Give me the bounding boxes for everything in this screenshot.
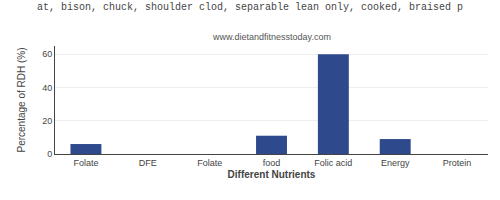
svg-text:www.dietandfitnesstoday.com: www.dietandfitnesstoday.com [212, 32, 331, 42]
svg-text:40: 40 [42, 83, 52, 93]
svg-text:Energy: Energy [381, 158, 410, 168]
svg-text:Folic acid: Folic acid [314, 158, 352, 168]
svg-text:Folate: Folate [197, 158, 222, 168]
svg-text:0: 0 [47, 149, 52, 159]
svg-text:20: 20 [42, 116, 52, 126]
svg-text:Folate: Folate [73, 158, 98, 168]
svg-text:60: 60 [42, 49, 52, 59]
svg-text:Percentage of RDH (%): Percentage of RDH (%) [16, 47, 27, 152]
svg-text:DFE: DFE [139, 158, 157, 168]
svg-text:Different Nutrients: Different Nutrients [228, 169, 316, 180]
svg-text:Protein: Protein [443, 158, 472, 168]
svg-text:food: food [263, 158, 281, 168]
svg-text:at, bison, chuck, shoulder clo: at, bison, chuck, shoulder clod, separab… [37, 2, 463, 13]
